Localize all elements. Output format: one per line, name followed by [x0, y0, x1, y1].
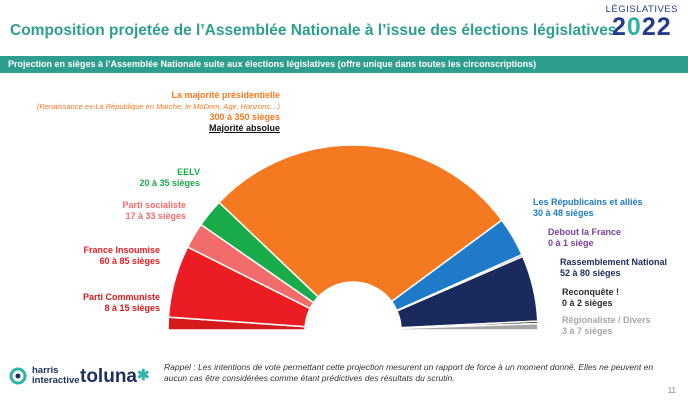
label-reconquete-range: 0 à 2 sièges	[562, 298, 613, 308]
majorite-absolue-label: Majorité absolue	[208, 123, 280, 133]
label-lr: Les Républicains et alliés 30 à 48 siège…	[533, 197, 643, 219]
label-majorite-name: La majorité présidentielle	[171, 90, 280, 100]
label-regionaliste: Régionaliste / Divers 3 à 7 sièges	[562, 315, 651, 337]
label-lfi-name: France Insoumise	[83, 245, 160, 255]
page-title: Composition projetée de l’Assemblée Nati…	[10, 22, 617, 39]
label-lfi: France Insoumise 60 à 85 sièges	[83, 245, 160, 267]
label-dlf-range: 0 à 1 siège	[548, 238, 594, 248]
label-rn-range: 52 à 80 sièges	[560, 268, 621, 278]
label-pcf: Parti Communiste 8 à 15 sièges	[83, 292, 160, 314]
label-eelv-name: EELV	[177, 167, 200, 177]
page-number: 11	[667, 386, 676, 395]
harris-line2: interactive	[32, 375, 80, 386]
logo-top-text: LÉGISLATIVES	[605, 4, 678, 15]
label-rn: Rassemblement National 52 à 80 sièges	[560, 257, 667, 279]
footer-note: Rappel : Les intentions de vote permetta…	[164, 362, 654, 383]
label-regionaliste-name: Régionaliste / Divers	[562, 315, 651, 325]
hemicycle-slice-la-majorit-pr-sidentielle	[218, 144, 503, 303]
hemicycle-slice-r-gionaliste-divers	[400, 322, 539, 331]
label-dlf-name: Debout la France	[548, 227, 622, 237]
label-majorite: La majorité présidentielle (Renaissance …	[37, 90, 280, 134]
label-pcf-name: Parti Communiste	[82, 292, 160, 302]
label-rn-name: Rassemblement National	[560, 257, 668, 267]
label-majorite-range: 300 à 350 sièges	[209, 112, 280, 122]
label-lfi-range: 60 à 85 sièges	[99, 256, 160, 266]
toluna-logo: toluna✱	[80, 366, 150, 388]
label-majorite-subtitle: (Renaissance ex-La République en Marche,…	[36, 102, 280, 111]
harris-line1: harris	[32, 365, 59, 376]
toluna-text: toluna	[80, 366, 137, 387]
subtitle-banner: Projection en sièges à l’Assemblée Natio…	[0, 56, 688, 73]
label-reconquete-name: Reconquête !	[562, 287, 620, 297]
label-ps: Parti socialiste 17 à 33 sièges	[122, 200, 186, 222]
label-reconquete: Reconquête ! 0 à 2 sièges	[562, 287, 619, 309]
label-ps-range: 17 à 33 sièges	[125, 211, 186, 221]
logo-year: 2022	[612, 13, 672, 41]
label-ps-name: Parti socialiste	[122, 200, 186, 210]
label-regionaliste-range: 3 à 7 sièges	[562, 326, 613, 336]
toluna-star-icon: ✱	[137, 367, 150, 384]
harris-mark-icon	[9, 367, 27, 385]
label-pcf-range: 8 à 15 sièges	[104, 303, 160, 313]
harris-interactive-logo: harris interactive	[8, 366, 80, 386]
label-lr-name: Les Républicains et alliés	[533, 197, 643, 207]
label-dlf: Debout la France 0 à 1 siège	[548, 227, 621, 249]
label-eelv-range: 20 à 35 sièges	[139, 178, 200, 188]
legislatives-2022-logo: LÉGISLATIVES 2022	[605, 4, 678, 41]
label-lr-range: 30 à 48 sièges	[533, 208, 594, 218]
label-eelv: EELV 20 à 35 sièges	[139, 167, 200, 189]
